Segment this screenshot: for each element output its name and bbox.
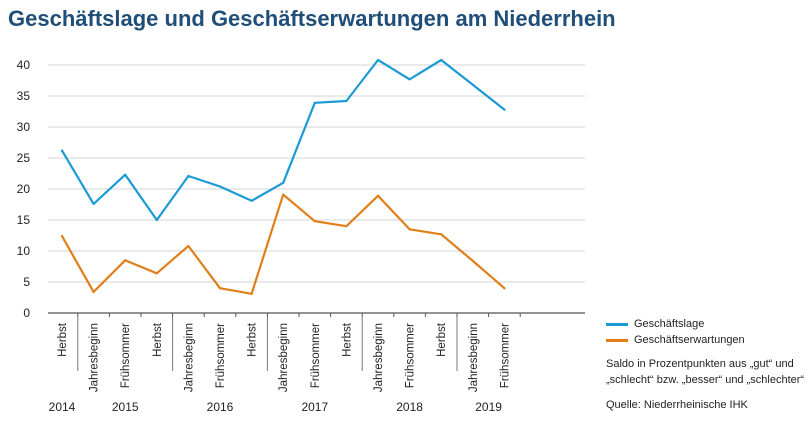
data-point: [440, 58, 443, 62]
x-tick-label: Herbst: [341, 322, 353, 357]
data-point: [376, 194, 380, 197]
y-tick-label: 10: [17, 244, 31, 258]
x-tick-label: Frühsommer: [310, 323, 322, 388]
x-tick-label: Jahresbeginn: [183, 323, 195, 392]
y-tick-label: 0: [23, 306, 30, 320]
x-tick-label: Jahresbeginn: [373, 323, 385, 392]
data-point: [250, 292, 253, 295]
data-point: [282, 181, 285, 184]
data-point: [92, 202, 95, 205]
data-point: [408, 228, 411, 231]
legend-label-geschaeftserwartungen: Geschäftserwartungen: [634, 334, 745, 346]
data-point: [503, 287, 506, 290]
x-tick-label: Frühsommer: [499, 323, 511, 388]
y-tick-label: 20: [17, 182, 31, 196]
data-point: [408, 78, 411, 81]
y-tick-label: 40: [17, 58, 31, 72]
data-point: [60, 149, 64, 152]
year-label: 2015: [112, 400, 139, 414]
x-tick-label: Frühsommer: [120, 323, 132, 388]
data-point: [282, 193, 285, 196]
x-tick-label: Herbst: [247, 322, 259, 357]
note-text: Saldo in Prozentpunkten aus „gut“ und „s…: [606, 356, 804, 388]
y-tick-label: 35: [17, 89, 31, 103]
data-point: [218, 185, 222, 188]
series-line-geschaeftserwartungen: [60, 193, 506, 295]
y-tick-label: 25: [17, 151, 31, 165]
data-point: [345, 99, 348, 103]
data-point: [124, 173, 127, 176]
data-point: [250, 199, 253, 202]
data-point: [313, 101, 316, 104]
note-line-2: „schlecht“ bzw. „besser“ und „schlechter…: [606, 374, 805, 386]
note-line-1: Saldo in Prozentpunkten aus „gut“ und: [606, 358, 794, 370]
chart-title: Geschäftslage und Geschäftserwartungen a…: [8, 6, 616, 31]
year-label: 2014: [49, 400, 76, 414]
data-point: [503, 108, 506, 111]
data-point: [187, 244, 190, 248]
data-point: [155, 218, 158, 222]
legend-label-geschaeftslage: Geschäftslage: [634, 318, 705, 330]
x-tick-label: Frühsommer: [215, 323, 227, 388]
data-point: [376, 58, 380, 62]
y-tick-label: 30: [17, 120, 31, 134]
x-tick-label: Jahresbeginn: [89, 323, 101, 392]
data-point: [218, 287, 222, 290]
data-point: [313, 220, 316, 223]
legend-swatch-geschaeftserwartungen: [606, 338, 628, 342]
x-tick-label: Herbst: [436, 322, 448, 357]
data-point: [471, 259, 474, 263]
year-label: 2018: [396, 400, 423, 414]
data-point: [440, 233, 443, 236]
data-point: [92, 290, 95, 294]
legend-swatch-geschaeftslage: [606, 322, 628, 326]
source-text: Quelle: Niederrheinische IHK: [606, 399, 748, 411]
data-point: [155, 272, 158, 275]
x-tick-label: Herbst: [57, 322, 69, 357]
legend-item-geschaeftslage: Geschäftslage: [606, 318, 704, 330]
data-point: [124, 259, 127, 262]
year-label: 2016: [207, 400, 234, 414]
year-label: 2019: [475, 400, 502, 414]
y-tick-label: 15: [17, 213, 31, 227]
year-label: 2017: [301, 400, 328, 414]
data-point: [471, 83, 474, 86]
y-tick-label: 5: [23, 275, 30, 289]
x-tick-label: Jahresbeginn: [468, 323, 480, 392]
x-tick-label: Jahresbeginn: [278, 323, 290, 392]
data-point: [60, 235, 64, 238]
x-tick-label: Herbst: [152, 322, 164, 357]
x-tick-label: Frühsommer: [405, 323, 417, 388]
data-point: [345, 225, 348, 228]
data-point: [187, 174, 190, 178]
legend-item-geschaeftserwartungen: Geschäftserwartungen: [606, 334, 745, 346]
